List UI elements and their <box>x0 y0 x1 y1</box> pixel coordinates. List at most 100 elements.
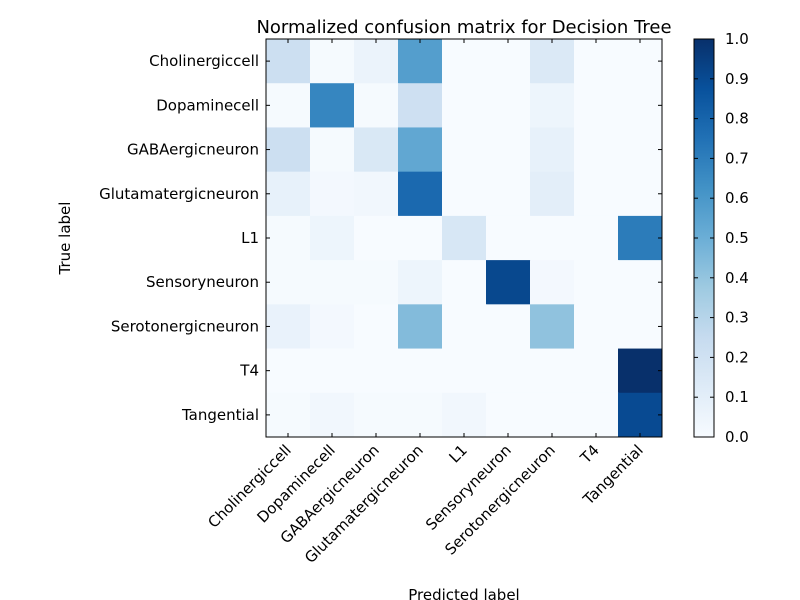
heatmap-cell <box>266 171 311 217</box>
heatmap-cell <box>310 348 355 394</box>
heatmap-cell <box>354 392 399 438</box>
heatmap-cell <box>442 83 487 128</box>
heatmap-cell <box>574 304 619 350</box>
heatmap-cell <box>354 215 399 261</box>
heatmap-cell <box>574 127 619 173</box>
heatmap-cell <box>398 304 443 350</box>
heatmap-cell <box>354 304 399 350</box>
colorbar-tick-label: 0.7 <box>725 149 749 167</box>
heatmap-cell <box>530 83 575 128</box>
heatmap-cell <box>530 39 575 84</box>
heatmap-cell <box>486 39 531 84</box>
heatmap-cells <box>266 39 663 438</box>
heatmap-cell <box>618 304 663 350</box>
heatmap-cell <box>398 260 443 305</box>
heatmap-cell <box>574 215 619 261</box>
heatmap-cell <box>310 304 355 350</box>
heatmap-cell <box>398 348 443 394</box>
heatmap-cell <box>354 83 399 128</box>
y-tick-label: Cholinergiccell <box>149 52 259 70</box>
heatmap-cell <box>618 215 663 261</box>
heatmap-cell <box>310 215 355 261</box>
y-tick-label: GABAergicneuron <box>127 141 259 159</box>
heatmap-cell <box>574 348 619 394</box>
heatmap-cell <box>310 260 355 305</box>
heatmap-cell <box>266 392 311 438</box>
y-tick-label: Sensoryneuron <box>146 273 259 291</box>
heatmap-cell <box>442 127 487 173</box>
colorbar-tick-label: 0.5 <box>725 229 749 247</box>
heatmap-cell <box>486 260 531 305</box>
heatmap-cell <box>530 260 575 305</box>
heatmap-cell <box>266 215 311 261</box>
y-axis-ticks: Cholinergiccell Dopaminecell GABAergicneur… <box>99 52 662 424</box>
heatmap-cell <box>310 392 355 438</box>
heatmap-cell <box>398 83 443 128</box>
heatmap-cell <box>574 260 619 305</box>
x-axis-label: Predicted label <box>408 586 519 600</box>
heatmap-cell <box>442 215 487 261</box>
y-tick-label: Tangential <box>181 406 259 424</box>
colorbar-tick-label: 0.3 <box>725 309 749 327</box>
y-tick-label: T4 <box>239 362 259 380</box>
heatmap-cell <box>486 83 531 128</box>
heatmap-cell <box>310 127 355 173</box>
heatmap-cell <box>574 392 619 438</box>
heatmap-cell <box>266 39 311 84</box>
heatmap-cell <box>530 171 575 217</box>
heatmap-cell <box>618 392 663 438</box>
heatmap-cell <box>442 392 487 438</box>
heatmap-cell <box>354 348 399 394</box>
y-tick-label: Glutamatergicneuron <box>99 185 259 203</box>
heatmap-cell <box>266 260 311 305</box>
y-tick-label: Dopaminecell <box>156 96 259 114</box>
heatmap-cell <box>486 127 531 173</box>
heatmap-cell <box>442 260 487 305</box>
heatmap-cell <box>398 39 443 84</box>
heatmap-cell <box>398 215 443 261</box>
heatmap-cell <box>618 260 663 305</box>
heatmap-cell <box>486 215 531 261</box>
heatmap-cell <box>574 171 619 217</box>
y-tick-label: Serotonergicneuron <box>111 317 259 335</box>
colorbar-tick-label: 0.0 <box>725 428 749 446</box>
heatmap-cell <box>354 127 399 173</box>
heatmap-cell <box>398 127 443 173</box>
heatmap-cell <box>530 304 575 350</box>
heatmap-cell <box>618 348 663 394</box>
heatmap-cell <box>530 392 575 438</box>
heatmap-cell <box>618 171 663 217</box>
heatmap-cell <box>486 171 531 217</box>
heatmap-cell <box>530 348 575 394</box>
heatmap-cell <box>354 171 399 217</box>
colorbar-tick-label: 0.6 <box>725 189 749 207</box>
x-tick-label: L1 <box>445 441 470 466</box>
heatmap-cell <box>442 348 487 394</box>
colorbar-tick-label: 0.2 <box>725 348 749 366</box>
colorbar-tick-label: 1.0 <box>725 30 749 48</box>
heatmap-cell <box>442 171 487 217</box>
heatmap-cell <box>398 392 443 438</box>
heatmap-cell <box>486 392 531 438</box>
colorbar-tick-label: 0.9 <box>725 70 749 88</box>
heatmap-cell <box>442 304 487 350</box>
colorbar-tick-label: 0.8 <box>725 110 749 128</box>
heatmap-cell <box>310 39 355 84</box>
chart-title: Normalized confusion matrix for Decision… <box>256 17 671 38</box>
heatmap-cell <box>618 39 663 84</box>
heatmap-cell <box>266 348 311 394</box>
heatmap-cell <box>574 83 619 128</box>
heatmap-cell <box>530 215 575 261</box>
heatmap-cell <box>266 83 311 128</box>
heatmap-cell <box>486 348 531 394</box>
heatmap-cell <box>486 304 531 350</box>
heatmap-cell <box>398 171 443 217</box>
colorbar-ticks: 0.0 0.1 0.2 0.3 0.4 0.5 0.6 0.7 0.8 0.9 1.0 <box>694 30 749 446</box>
heatmap-cell <box>442 39 487 84</box>
heatmap-cell <box>266 127 311 173</box>
heatmap-cell <box>618 127 663 173</box>
heatmap-cell <box>574 39 619 84</box>
y-axis-label: True label <box>56 202 74 276</box>
heatmap-cell <box>310 83 355 128</box>
colorbar-tick-label: 0.4 <box>725 269 749 287</box>
